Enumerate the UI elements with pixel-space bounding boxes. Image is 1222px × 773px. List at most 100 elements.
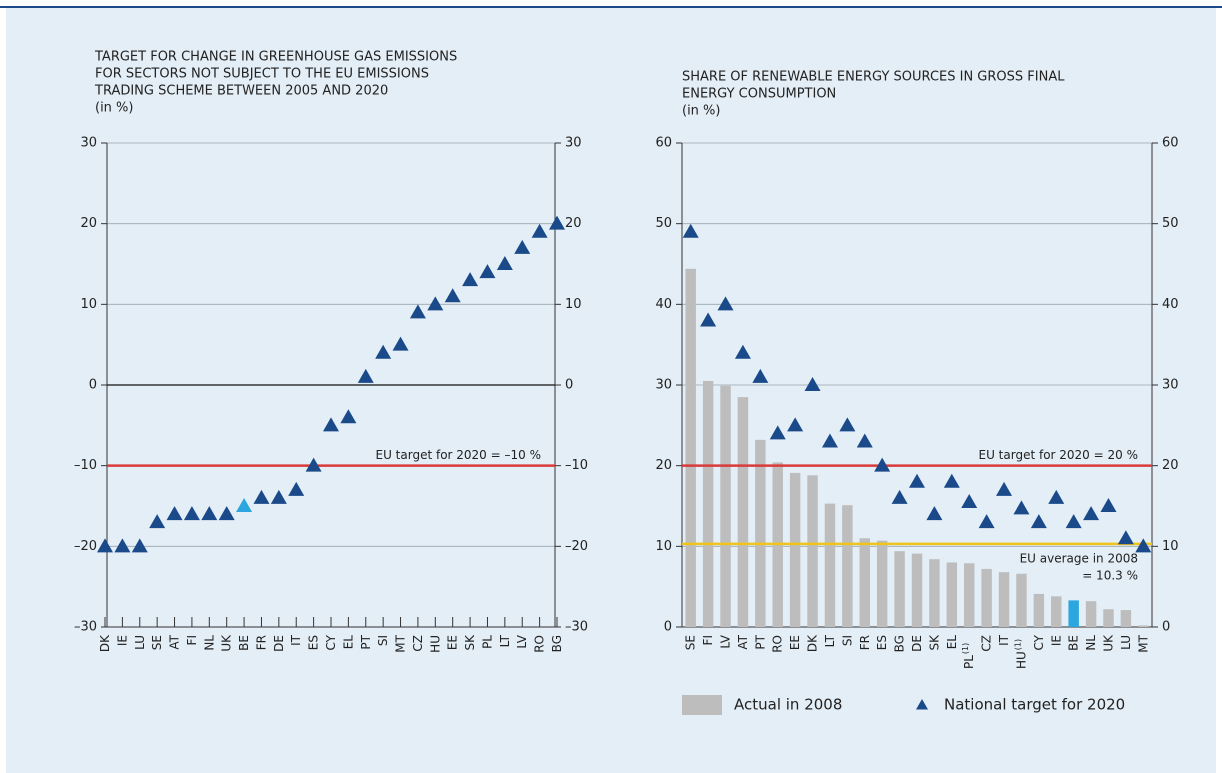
triangle-marker <box>531 223 548 238</box>
x-tick-label: IE <box>1049 635 1063 646</box>
category-name: DK <box>98 634 112 652</box>
triangle-marker <box>288 481 305 496</box>
x-tick-label: SE <box>683 635 697 650</box>
x-tick-label: LV <box>718 634 732 648</box>
x-tick-label: SE <box>150 635 164 650</box>
reference-label: EU target for 2020 = 20 % <box>978 448 1138 462</box>
bar <box>894 551 905 627</box>
category-name: RO <box>532 635 546 653</box>
y2-tick-label: 20 <box>1162 458 1179 473</box>
x-tick-label: DE <box>910 635 924 652</box>
category-name: EL <box>944 635 958 650</box>
category-name: ES <box>875 635 889 650</box>
category-name: MT <box>393 634 407 652</box>
triangle-marker <box>444 288 461 303</box>
x-tick-label: LU <box>132 635 146 650</box>
y-tick-label: 50 <box>655 216 672 231</box>
legend-swatch <box>682 695 722 715</box>
triangle-marker <box>496 256 513 270</box>
bar <box>911 553 923 627</box>
bar <box>755 439 766 627</box>
triangle-marker <box>357 368 374 383</box>
x-tick-label: CZ <box>979 635 993 652</box>
panel <box>6 8 1216 773</box>
category-name: FR <box>254 635 268 650</box>
x-tick-label: IT <box>289 634 303 646</box>
triangle-marker <box>752 368 769 383</box>
x-tick-label: CZ <box>410 635 424 652</box>
y2-tick-label: 30 <box>1162 378 1179 393</box>
triangle-marker <box>978 514 995 529</box>
x-tick-label: UK <box>219 634 233 652</box>
x-tick-label: HU <box>428 635 442 653</box>
triangle-marker <box>462 272 479 287</box>
reference-label: = 10.3 % <box>1082 568 1138 582</box>
category-name: CY <box>324 634 338 650</box>
category-name: BE <box>237 635 251 651</box>
y-tick-label: 30 <box>655 378 672 393</box>
y-tick-label: 30 <box>80 136 97 151</box>
triangle-marker <box>1065 514 1082 529</box>
x-tick-label: AT <box>167 634 181 649</box>
category-name: ES <box>306 635 320 650</box>
bar <box>1033 593 1045 627</box>
category-note: (1) <box>961 643 970 654</box>
y-tick-label: 20 <box>655 458 672 473</box>
y2-tick-label: 40 <box>1162 297 1179 312</box>
triangle-marker <box>926 506 943 521</box>
triangle-marker <box>427 296 444 311</box>
triangle-marker <box>392 336 409 351</box>
category-name: DE <box>910 635 924 652</box>
triangle-marker <box>1030 514 1047 529</box>
category-name: IT <box>997 634 1011 646</box>
x-tick-label: BG <box>892 635 906 652</box>
chart-title: TARGET FOR CHANGE IN GREENHOUSE GAS EMIS… <box>94 50 457 65</box>
triangle-marker <box>201 506 218 521</box>
legend-label: Actual in 2008 <box>734 696 842 714</box>
bar <box>1051 596 1062 627</box>
y2-tick-label: 10 <box>565 297 582 312</box>
category-name: SK <box>463 634 477 651</box>
x-tick-label: FI <box>701 635 715 645</box>
category-name: SE <box>150 635 164 650</box>
triangle-marker <box>943 473 960 488</box>
bar <box>964 563 975 627</box>
legend-label: National target for 2020 <box>944 696 1125 714</box>
triangle-marker <box>700 312 717 327</box>
category-name: PT <box>753 634 767 649</box>
chart-title: TRADING SCHEME BETWEEN 2005 AND 2020 <box>94 84 388 99</box>
category-name: NL <box>1084 635 1098 651</box>
category-name: DK <box>805 634 819 652</box>
category-name: IT <box>289 634 303 646</box>
triangle-marker <box>891 489 908 504</box>
x-tick-label: NL <box>1084 635 1098 651</box>
x-tick-label: PL <box>480 635 494 649</box>
triangle-marker <box>375 344 392 359</box>
bar <box>859 538 870 627</box>
category-name: LV <box>515 634 529 648</box>
category-name: LU <box>1118 635 1132 650</box>
category-name: LV <box>718 634 732 648</box>
x-tick-label: FR <box>254 635 268 650</box>
triangle-marker <box>514 239 531 254</box>
category-name: DE <box>271 635 285 652</box>
category-name: IE <box>115 635 129 646</box>
x-tick-label: LU <box>1118 635 1132 650</box>
triangle-marker <box>479 264 496 279</box>
triangle-marker <box>114 538 131 553</box>
bar <box>824 503 836 627</box>
bar <box>1068 600 1079 627</box>
x-tick-label: DK <box>98 634 112 652</box>
x-tick-label: CY <box>324 634 338 650</box>
bar <box>1120 610 1132 627</box>
x-tick-label: SK <box>463 634 477 651</box>
category-name: EE <box>788 635 802 650</box>
x-tick-label: EE <box>445 635 459 650</box>
x-tick-label: PL(1) <box>961 643 976 669</box>
x-tick-label: FI <box>184 635 198 645</box>
triangle-marker <box>218 506 235 521</box>
y-tick-label: 10 <box>655 539 672 554</box>
triangle-marker <box>821 433 838 448</box>
x-tick-label: FR <box>857 635 871 650</box>
